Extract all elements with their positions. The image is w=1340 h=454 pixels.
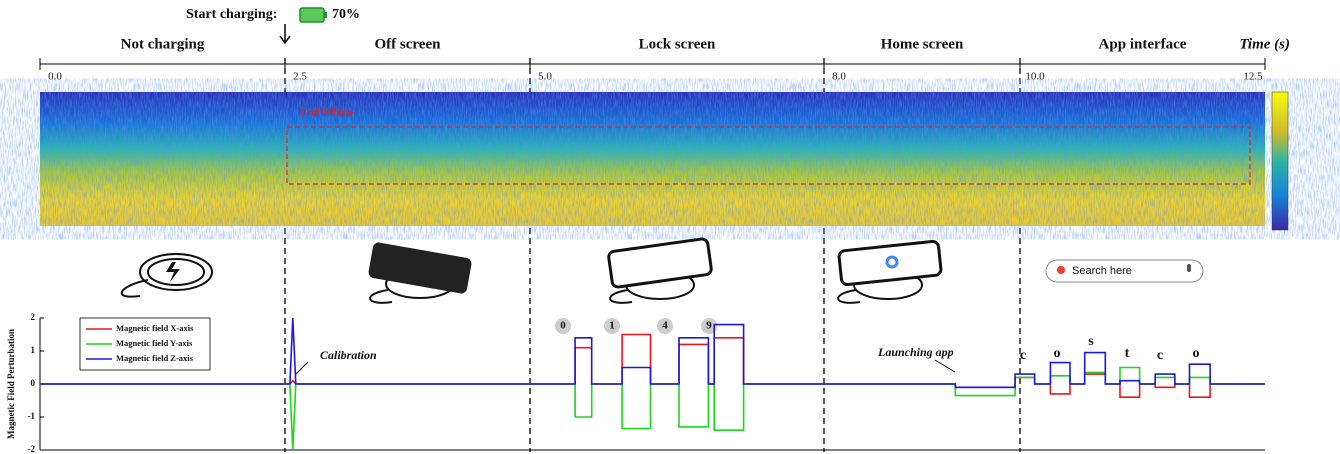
x-tick-label: 8.0 xyxy=(832,71,846,83)
x-tick-label: 12.5 xyxy=(1243,71,1263,83)
launch-label: Launching app xyxy=(877,345,954,359)
y-tick-label: 1 xyxy=(31,345,36,355)
calibration-label: Calibration xyxy=(320,348,377,362)
header: Start charging: 70% Time (s) 0.0 2.5 5.0 8.… xyxy=(39,7,1290,452)
phone-lock xyxy=(607,237,713,289)
line-chart: Calibration Launching app 0 1 4 9 c o s … xyxy=(6,312,1265,454)
letter: o xyxy=(1054,346,1061,361)
charging-arrow xyxy=(279,24,291,45)
coil-whine-box xyxy=(286,126,1251,185)
spectrogram-texture xyxy=(40,92,1265,226)
battery-level: 70% xyxy=(332,7,360,22)
y-tick-label: 2 xyxy=(31,312,36,322)
letter: t xyxy=(1125,346,1130,361)
y-tick-label: 0 xyxy=(31,378,36,388)
phone-home xyxy=(837,239,943,287)
letter: o xyxy=(1193,346,1200,361)
charger-pads xyxy=(120,253,923,304)
x-tick-label: 5.0 xyxy=(538,71,552,83)
letter: s xyxy=(1088,334,1094,349)
digit: 1 xyxy=(609,320,615,332)
legend-label: Magnetic field Z-axis xyxy=(116,353,194,363)
maps-pin xyxy=(1057,266,1065,274)
coil-whine-label: Coil Whine xyxy=(300,107,353,119)
x-tick-label: 10.0 xyxy=(1025,71,1045,83)
x-tick-label: 0.0 xyxy=(48,71,62,83)
phase-label: Off screen xyxy=(375,36,442,52)
spectrogram: Coil Whine xyxy=(40,91,1289,231)
letter-labels: c o s t c o xyxy=(1020,334,1200,363)
digit: 4 xyxy=(662,320,668,332)
launch-arrow xyxy=(934,359,956,373)
phase-label: Home screen xyxy=(881,36,964,52)
search-bar[interactable] xyxy=(1045,259,1204,283)
letter: c xyxy=(1157,348,1163,363)
phone-off xyxy=(368,242,472,294)
icons: Search here xyxy=(120,237,1204,304)
phase-label: Not charging xyxy=(121,36,205,52)
legend-label: Magnetic field Y-axis xyxy=(116,338,193,348)
letter: c xyxy=(1020,348,1026,363)
battery-icon xyxy=(299,7,325,23)
mic-icon xyxy=(1187,264,1191,272)
series-line xyxy=(40,333,1265,398)
x-tick-label: 2.5 xyxy=(293,71,307,83)
phase-label: App interface xyxy=(1099,36,1187,52)
search-placeholder: Search here xyxy=(1072,265,1132,277)
digit: 0 xyxy=(560,320,566,332)
y-tick-label: -2 xyxy=(28,444,36,454)
y-tick-label: -1 xyxy=(28,411,36,421)
colorbar xyxy=(1271,91,1289,231)
bolt xyxy=(166,262,180,282)
phase-label: Lock screen xyxy=(639,36,716,52)
digit: 9 xyxy=(706,320,712,332)
start-charging: Start charging: xyxy=(186,7,277,22)
y-axis-label: Magnetic Field Perturbation xyxy=(6,329,16,439)
x-axis-label: Time (s) xyxy=(1239,36,1290,52)
series-line xyxy=(40,366,1265,451)
series-line xyxy=(40,317,1265,389)
legend-label: Magnetic field X-axis xyxy=(116,323,194,333)
digit-labels: 0 1 4 9 xyxy=(555,318,717,334)
app-icon xyxy=(885,255,899,269)
calibration-arrow xyxy=(295,361,309,375)
battery-tip xyxy=(324,12,327,18)
